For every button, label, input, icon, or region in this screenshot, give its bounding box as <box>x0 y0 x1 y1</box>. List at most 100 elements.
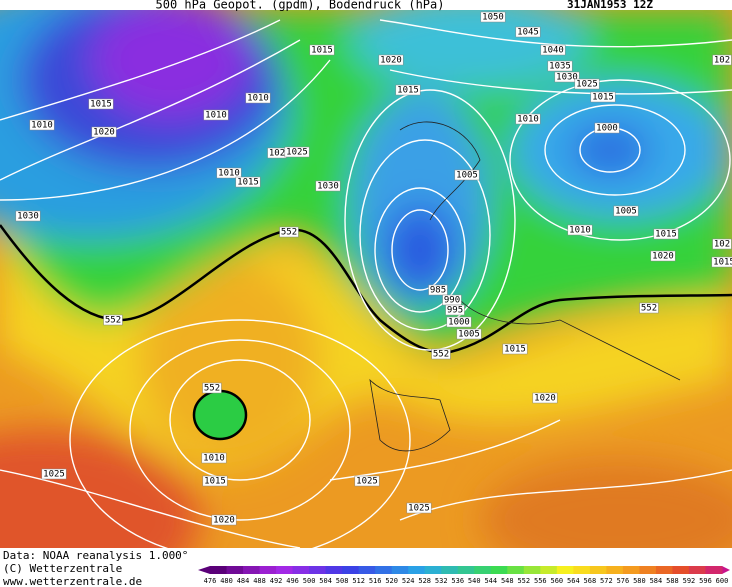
colorbar-cell <box>622 566 640 574</box>
map-title: 500 hPa Geopot. (gpdm), Bodendruck (hPa) <box>156 0 445 12</box>
colorbar-tick-label: 488 <box>253 577 266 585</box>
label-box <box>15 210 41 222</box>
isobar-labels: 1050104510401035103010251015102101510201… <box>15 11 732 526</box>
colorbar-cell <box>441 566 459 574</box>
label-box <box>406 502 432 514</box>
colorbar-tick-label: 528 <box>418 577 431 585</box>
isobar-label: 552 <box>281 228 297 238</box>
colorbar-cell <box>408 566 426 574</box>
colorbar-cell <box>325 566 343 574</box>
isobar-label: 1010 <box>203 454 225 464</box>
colorbar-cell <box>457 566 475 574</box>
label-box <box>29 119 55 131</box>
colorbar-tick-label: 492 <box>270 577 283 585</box>
colorbar-tick-label: 552 <box>517 577 530 585</box>
label-box <box>567 224 593 236</box>
colorbar-cell <box>276 566 294 574</box>
isobar-label: 1025 <box>576 80 598 90</box>
isobar-label: 1010 <box>569 226 591 236</box>
colorbar-tick-label: 564 <box>567 577 580 585</box>
isobar-label: 1010 <box>31 121 53 131</box>
label-box <box>613 205 639 217</box>
colorbar-cell <box>292 566 310 574</box>
isobar-label: 1015 <box>204 477 226 487</box>
isobar-label: 1015 <box>397 86 419 96</box>
label-box <box>245 92 271 104</box>
colorbar-tick-label: 580 <box>633 577 646 585</box>
label-box <box>395 84 421 96</box>
label-box <box>653 228 679 240</box>
colorbar-tick-label: 592 <box>683 577 696 585</box>
label-box <box>590 91 616 103</box>
colorbar-tick-label: 548 <box>501 577 514 585</box>
isobar-label: 552 <box>204 384 220 394</box>
label-box <box>446 316 472 328</box>
isobar-label: 990 <box>444 296 460 306</box>
label-box <box>454 169 480 181</box>
isobar-label: 1010 <box>517 115 539 125</box>
isobar-label: 552 <box>105 316 121 326</box>
colorbar-cell <box>210 566 228 574</box>
colorbar-tick-label: 576 <box>617 577 630 585</box>
label-box <box>650 250 676 262</box>
isobar-label: 1025 <box>356 477 378 487</box>
isobar-label: 552 <box>433 350 449 360</box>
isobar-label: 1045 <box>517 28 539 38</box>
isobar-label: 995 <box>447 306 463 316</box>
isobar-label: 1020 <box>380 56 402 66</box>
label-box <box>211 514 237 526</box>
colorbar-tick-label: 536 <box>451 577 464 585</box>
label-box <box>91 126 117 138</box>
colorbar-cell <box>688 566 706 574</box>
colorbar-tick-label: 556 <box>534 577 547 585</box>
isobar-label: 1010 <box>205 111 227 121</box>
label-box <box>216 167 242 179</box>
label-box <box>202 475 228 487</box>
colorbar-tick-label: 560 <box>551 577 564 585</box>
colorbar-tick-label: 544 <box>484 577 497 585</box>
label-box <box>309 44 335 56</box>
colorbar-cell <box>490 566 508 574</box>
isobar-label: 1015 <box>90 100 112 110</box>
data-source: Data: NOAA reanalysis 1.000° <box>3 549 188 562</box>
isobar-label: 1030 <box>17 212 39 222</box>
colorbar-cell <box>672 566 690 574</box>
isobar-label: 1040 <box>542 46 564 56</box>
copyright: (C) Wetterzentrale <box>3 562 122 575</box>
label-box <box>515 113 541 125</box>
colorbar-tick-label: 600 <box>716 577 729 585</box>
isobar-label: 102 <box>269 149 285 159</box>
isobar-label: 1020 <box>652 252 674 262</box>
label-box <box>235 176 261 188</box>
isobar-label: 1015 <box>311 46 333 56</box>
colorbar-cell <box>556 566 574 574</box>
colorbar-cell <box>606 566 624 574</box>
colorbar-tick-label: 484 <box>237 577 250 585</box>
isobar-label: 1030 <box>317 182 339 192</box>
isobar-label: 1015 <box>713 258 732 268</box>
colorbar-cell <box>507 566 525 574</box>
map-date: 31JAN1953 12Z <box>567 0 653 11</box>
colorbar-tick-label: 540 <box>468 577 481 585</box>
colorbar-cell <box>342 566 360 574</box>
colorbar-arrow-left <box>198 566 210 574</box>
colorbar-tick-label: 596 <box>699 577 712 585</box>
colorbar-arrow-right <box>722 566 730 574</box>
colorbar-tick-label: 500 <box>303 577 316 585</box>
label-box <box>712 238 732 250</box>
colorbar-cell <box>639 566 657 574</box>
colorbar-cell <box>424 566 442 574</box>
label-box <box>201 452 227 464</box>
label-box <box>41 468 67 480</box>
colorbar-cell <box>259 566 277 574</box>
isobar-label: 552 <box>641 304 657 314</box>
colorbar-tick-label: 524 <box>402 577 415 585</box>
isobar-label: 1020 <box>213 516 235 526</box>
colorbar-cell <box>375 566 393 574</box>
colorbar-tick-label: 496 <box>286 577 299 585</box>
colorbar-tick-label: 516 <box>369 577 382 585</box>
label-box <box>284 146 310 158</box>
colorbar-cell <box>309 566 327 574</box>
label-box <box>554 71 580 83</box>
